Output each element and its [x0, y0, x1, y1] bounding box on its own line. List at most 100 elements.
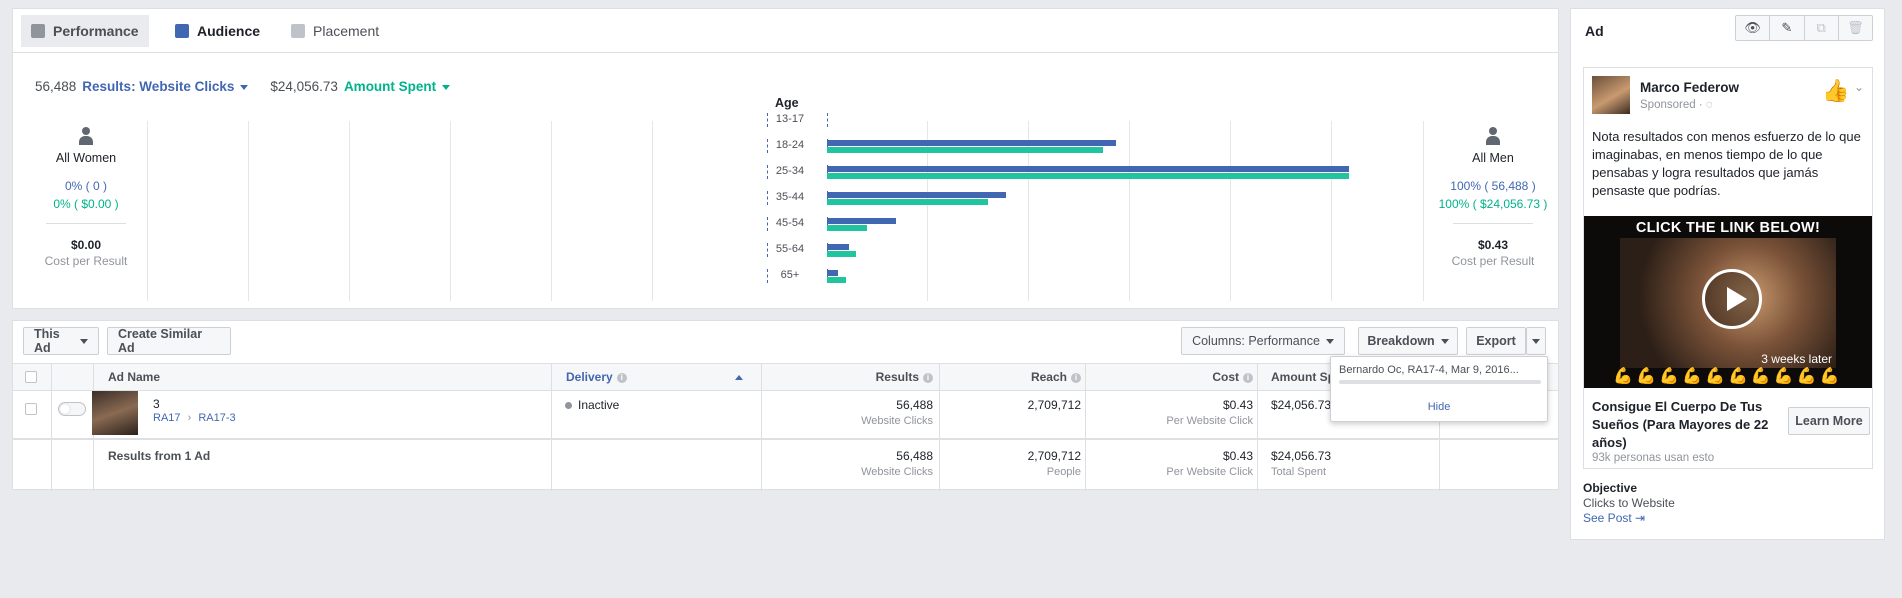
col-amount-spent[interactable]: Amount Sp: [1271, 370, 1335, 384]
tab-performance[interactable]: Performance: [21, 15, 149, 47]
breakdown-dropdown[interactable]: Breakdown: [1358, 327, 1458, 355]
spent-bar[interactable]: [827, 173, 1349, 179]
duplicate-button[interactable]: ⧉: [1805, 16, 1839, 40]
spent-bar[interactable]: [827, 199, 988, 205]
chevron-down-icon: [240, 84, 249, 90]
person-icon: [1486, 127, 1500, 145]
col-ad-name[interactable]: Ad Name: [108, 370, 161, 384]
results-bar[interactable]: [827, 218, 896, 224]
results-metric-dropdown[interactable]: Results: Website Clicks: [82, 79, 249, 94]
age-tick-label: 35-44: [775, 191, 805, 203]
col-reach[interactable]: Reach i: [933, 364, 1081, 390]
chevron-down-icon[interactable]: ⌄: [1854, 80, 1865, 94]
results-bar[interactable]: [827, 166, 1349, 172]
gridline: [349, 121, 350, 301]
tab-audience[interactable]: Audience: [165, 15, 270, 47]
avatar[interactable]: [1592, 76, 1630, 114]
column-divider: [1257, 363, 1258, 491]
cost-value: $0.43: [1222, 398, 1253, 412]
results-value: 56,488: [896, 398, 933, 412]
delete-button[interactable]: 🗑: [1839, 16, 1872, 40]
ad-name-link[interactable]: 3: [153, 397, 160, 411]
social-proof: 93k personas usan esto: [1592, 452, 1715, 464]
spent-bar[interactable]: [827, 147, 1103, 153]
this-ad-dropdown[interactable]: This Ad: [23, 327, 99, 355]
like-icon[interactable]: 👍: [1822, 78, 1850, 103]
learn-more-button[interactable]: Learn More: [1788, 407, 1870, 435]
sponsored-line: Sponsored · ◌: [1640, 99, 1713, 111]
age-baseline-tick: [827, 269, 828, 283]
total-reach-cell: 2,709,712 People: [933, 449, 1081, 478]
column-divider: [551, 363, 552, 491]
info-icon[interactable]: i: [616, 372, 627, 383]
info-icon[interactable]: i: [923, 372, 933, 383]
tab-performance-label: Performance: [53, 23, 139, 39]
ad-video[interactable]: CLICK THE LINK BELOW! 3 weeks later 💪💪💪💪…: [1584, 216, 1872, 388]
delivery-status: Inactive: [565, 398, 619, 412]
amount-cell: $24,056.73: [1271, 398, 1332, 412]
men-cost-label: Cost per Result: [1451, 254, 1535, 268]
export-options-button[interactable]: [1526, 327, 1546, 355]
gridline: [450, 121, 451, 301]
spent-metric-dropdown[interactable]: Amount Spent: [343, 79, 451, 94]
spent-bar[interactable]: [827, 277, 846, 283]
results-bar[interactable]: [827, 270, 838, 276]
results-bar[interactable]: [827, 244, 849, 250]
select-all-checkbox[interactable]: [25, 371, 37, 383]
export-label: Export: [1476, 334, 1516, 348]
ad-panel-title: Ad: [1585, 23, 1604, 39]
age-baseline-tick: [827, 139, 828, 153]
export-progress-text: Bernardo Oc, RA17-4, Mar 9, 2016...: [1339, 364, 1519, 376]
info-icon[interactable]: i: [1071, 372, 1081, 383]
age-baseline-tick: [827, 191, 828, 205]
results-bar[interactable]: [827, 192, 1006, 198]
create-similar-ad-button[interactable]: Create Similar Ad: [107, 327, 231, 355]
col-results[interactable]: Results i: [773, 364, 933, 390]
preview-button[interactable]: 👁: [1736, 16, 1771, 40]
spent-bar[interactable]: [827, 251, 856, 257]
chevron-down-icon: [1532, 338, 1540, 344]
divider: [1453, 223, 1533, 224]
edit-button[interactable]: ✎: [1770, 16, 1805, 40]
ad-status-toggle[interactable]: [58, 402, 86, 416]
spent-metric-label: Amount Spent: [343, 79, 437, 94]
ad-headline[interactable]: Consigue El Cuerpo De Tus Sueños (Para M…: [1592, 399, 1769, 450]
hide-link[interactable]: Hide: [1427, 401, 1451, 413]
gridline: [1028, 121, 1029, 301]
tab-bar: Performance Audience Placement: [13, 9, 1558, 53]
audience-panel: Performance Audience Placement 56,488 Re…: [12, 8, 1559, 309]
chevron-down-icon: [1325, 338, 1334, 344]
see-post-link[interactable]: See Post ⇥: [1583, 511, 1645, 525]
men-title: All Men: [1472, 151, 1514, 165]
men-summary: All Men 100% ( 56,488 ) 100% ( $24,056.7…: [1438, 127, 1548, 268]
pencil-icon: ✎: [1781, 20, 1793, 35]
status-dot-icon: [565, 402, 572, 410]
results-value: 56,488: [35, 79, 77, 94]
columns-dropdown[interactable]: Columns: Performance: [1181, 327, 1345, 355]
chevron-down-icon: [80, 338, 88, 344]
col-delivery-label: Delivery: [566, 370, 613, 384]
tab-audience-label: Audience: [197, 23, 261, 39]
person-icon: [79, 127, 93, 145]
row-checkbox[interactable]: [25, 403, 37, 415]
results-bar[interactable]: [827, 140, 1116, 146]
page-name[interactable]: Marco Federow: [1640, 80, 1740, 95]
video-overlay-text: 3 weeks later: [1761, 352, 1832, 366]
spent-bar[interactable]: [827, 225, 867, 231]
women-cost-label: Cost per Result: [44, 254, 128, 268]
results-sub: Website Clicks: [861, 415, 933, 427]
col-cost[interactable]: Cost i: [1093, 364, 1253, 390]
adset-link[interactable]: RA17-3: [198, 412, 236, 424]
play-icon[interactable]: [1702, 269, 1762, 329]
ad-thumbnail[interactable]: [92, 391, 138, 435]
campaign-link[interactable]: RA17: [153, 412, 181, 424]
total-reach-sub: People: [1046, 466, 1081, 478]
trash-icon: 🗑: [1847, 20, 1864, 35]
info-icon[interactable]: i: [1243, 372, 1253, 383]
column-divider: [1439, 363, 1440, 491]
women-spent-pct: 0% ( $0.00 ): [53, 197, 119, 211]
column-divider: [939, 363, 940, 491]
export-button[interactable]: Export: [1466, 327, 1526, 355]
tab-placement[interactable]: Placement: [281, 15, 389, 47]
col-delivery[interactable]: Delivery i: [566, 364, 627, 390]
